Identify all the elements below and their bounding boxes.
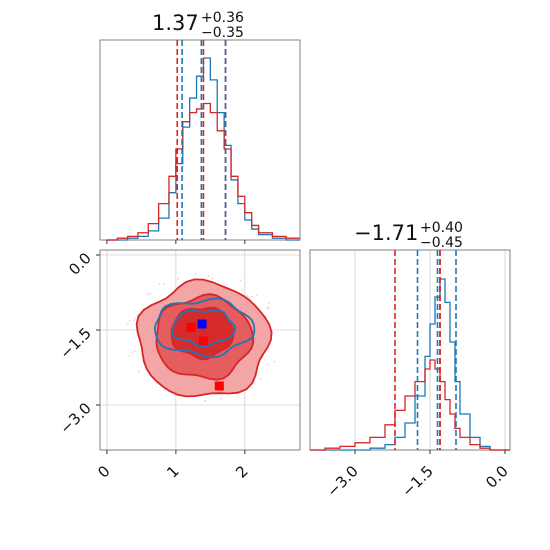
- hist-2-xtick-label-2: 0.0: [482, 462, 512, 492]
- blue-contour-0: [153, 297, 256, 359]
- scatter-point: [127, 323, 129, 325]
- scatter-point: [158, 283, 161, 286]
- title-2-lower: −0.45: [420, 235, 463, 251]
- scatter-point: [241, 289, 244, 291]
- red-contour-2: [170, 306, 235, 361]
- scatter-point: [207, 275, 210, 277]
- scatter-point: [256, 294, 258, 296]
- panel-frame-hist-2: [309, 249, 511, 451]
- scatter-point: [211, 277, 214, 279]
- joint-contour-panel: [99, 249, 301, 451]
- scatter-point: [248, 296, 251, 299]
- scatter-point: [134, 317, 136, 320]
- scatter-point: [219, 397, 222, 400]
- hist-2-xtick-label-0: −3.0: [323, 462, 361, 500]
- title-param-1: 1.37 +0.36 −0.35: [152, 10, 244, 41]
- scatter-point: [239, 279, 242, 282]
- scatter-point: [136, 314, 139, 316]
- scatter-point: [132, 320, 135, 322]
- scatter-point: [133, 350, 136, 353]
- joint-xtick-label-0: 0: [94, 462, 113, 481]
- scatter-point: [267, 307, 269, 310]
- scatter-point: [268, 306, 270, 308]
- scatter-point: [250, 386, 253, 389]
- scatter-point: [267, 363, 269, 366]
- red-marker-2: [214, 381, 224, 391]
- scatter-point: [273, 360, 276, 363]
- title-1-median: 1.37: [152, 11, 199, 35]
- red-marker-0: [186, 323, 196, 332]
- histogram-param-1: [99, 39, 301, 241]
- title-param-2: −1.71 +0.40 −0.45: [354, 220, 463, 251]
- panel-frame-hist-1: [99, 39, 301, 241]
- scatter-point: [128, 354, 131, 357]
- scatter-point: [194, 272, 197, 275]
- joint-xtick-label-2: 2: [232, 462, 251, 481]
- scatter-point: [267, 301, 270, 304]
- title-2-upper: +0.40: [420, 220, 463, 236]
- hist-2-xtick-label-1: −1.5: [398, 462, 436, 500]
- hist-2-series-red: [310, 359, 510, 451]
- blue-contour-1: [171, 309, 237, 348]
- joint-ytick-label-2: 0.0: [65, 249, 95, 279]
- scatter-point: [163, 282, 166, 285]
- scatter-point: [251, 295, 254, 297]
- joint-ytick-label-0: −3.0: [56, 399, 94, 437]
- scatter-point: [146, 293, 149, 296]
- panel-frame-joint: [99, 249, 301, 451]
- scatter-point: [149, 292, 151, 295]
- joint-xtick-label-1: 1: [163, 462, 182, 481]
- histogram-param-2: [309, 249, 511, 451]
- scatter-point: [259, 378, 262, 380]
- scatter-point: [177, 277, 180, 280]
- scatter-point: [131, 352, 133, 354]
- joint-ytick-label-1: −1.5: [56, 324, 94, 362]
- hist-2-series-blue: [310, 278, 510, 451]
- scatter-point: [204, 399, 207, 402]
- scatter-point: [246, 295, 249, 298]
- red-marker-1: [198, 336, 208, 346]
- title-1-upper: +0.36: [201, 10, 244, 26]
- scatter-point: [128, 320, 131, 322]
- title-2-median: −1.71: [354, 221, 418, 245]
- blue-marker: [197, 319, 207, 329]
- scatter-point: [137, 370, 140, 373]
- title-1-lower: −0.35: [201, 25, 244, 41]
